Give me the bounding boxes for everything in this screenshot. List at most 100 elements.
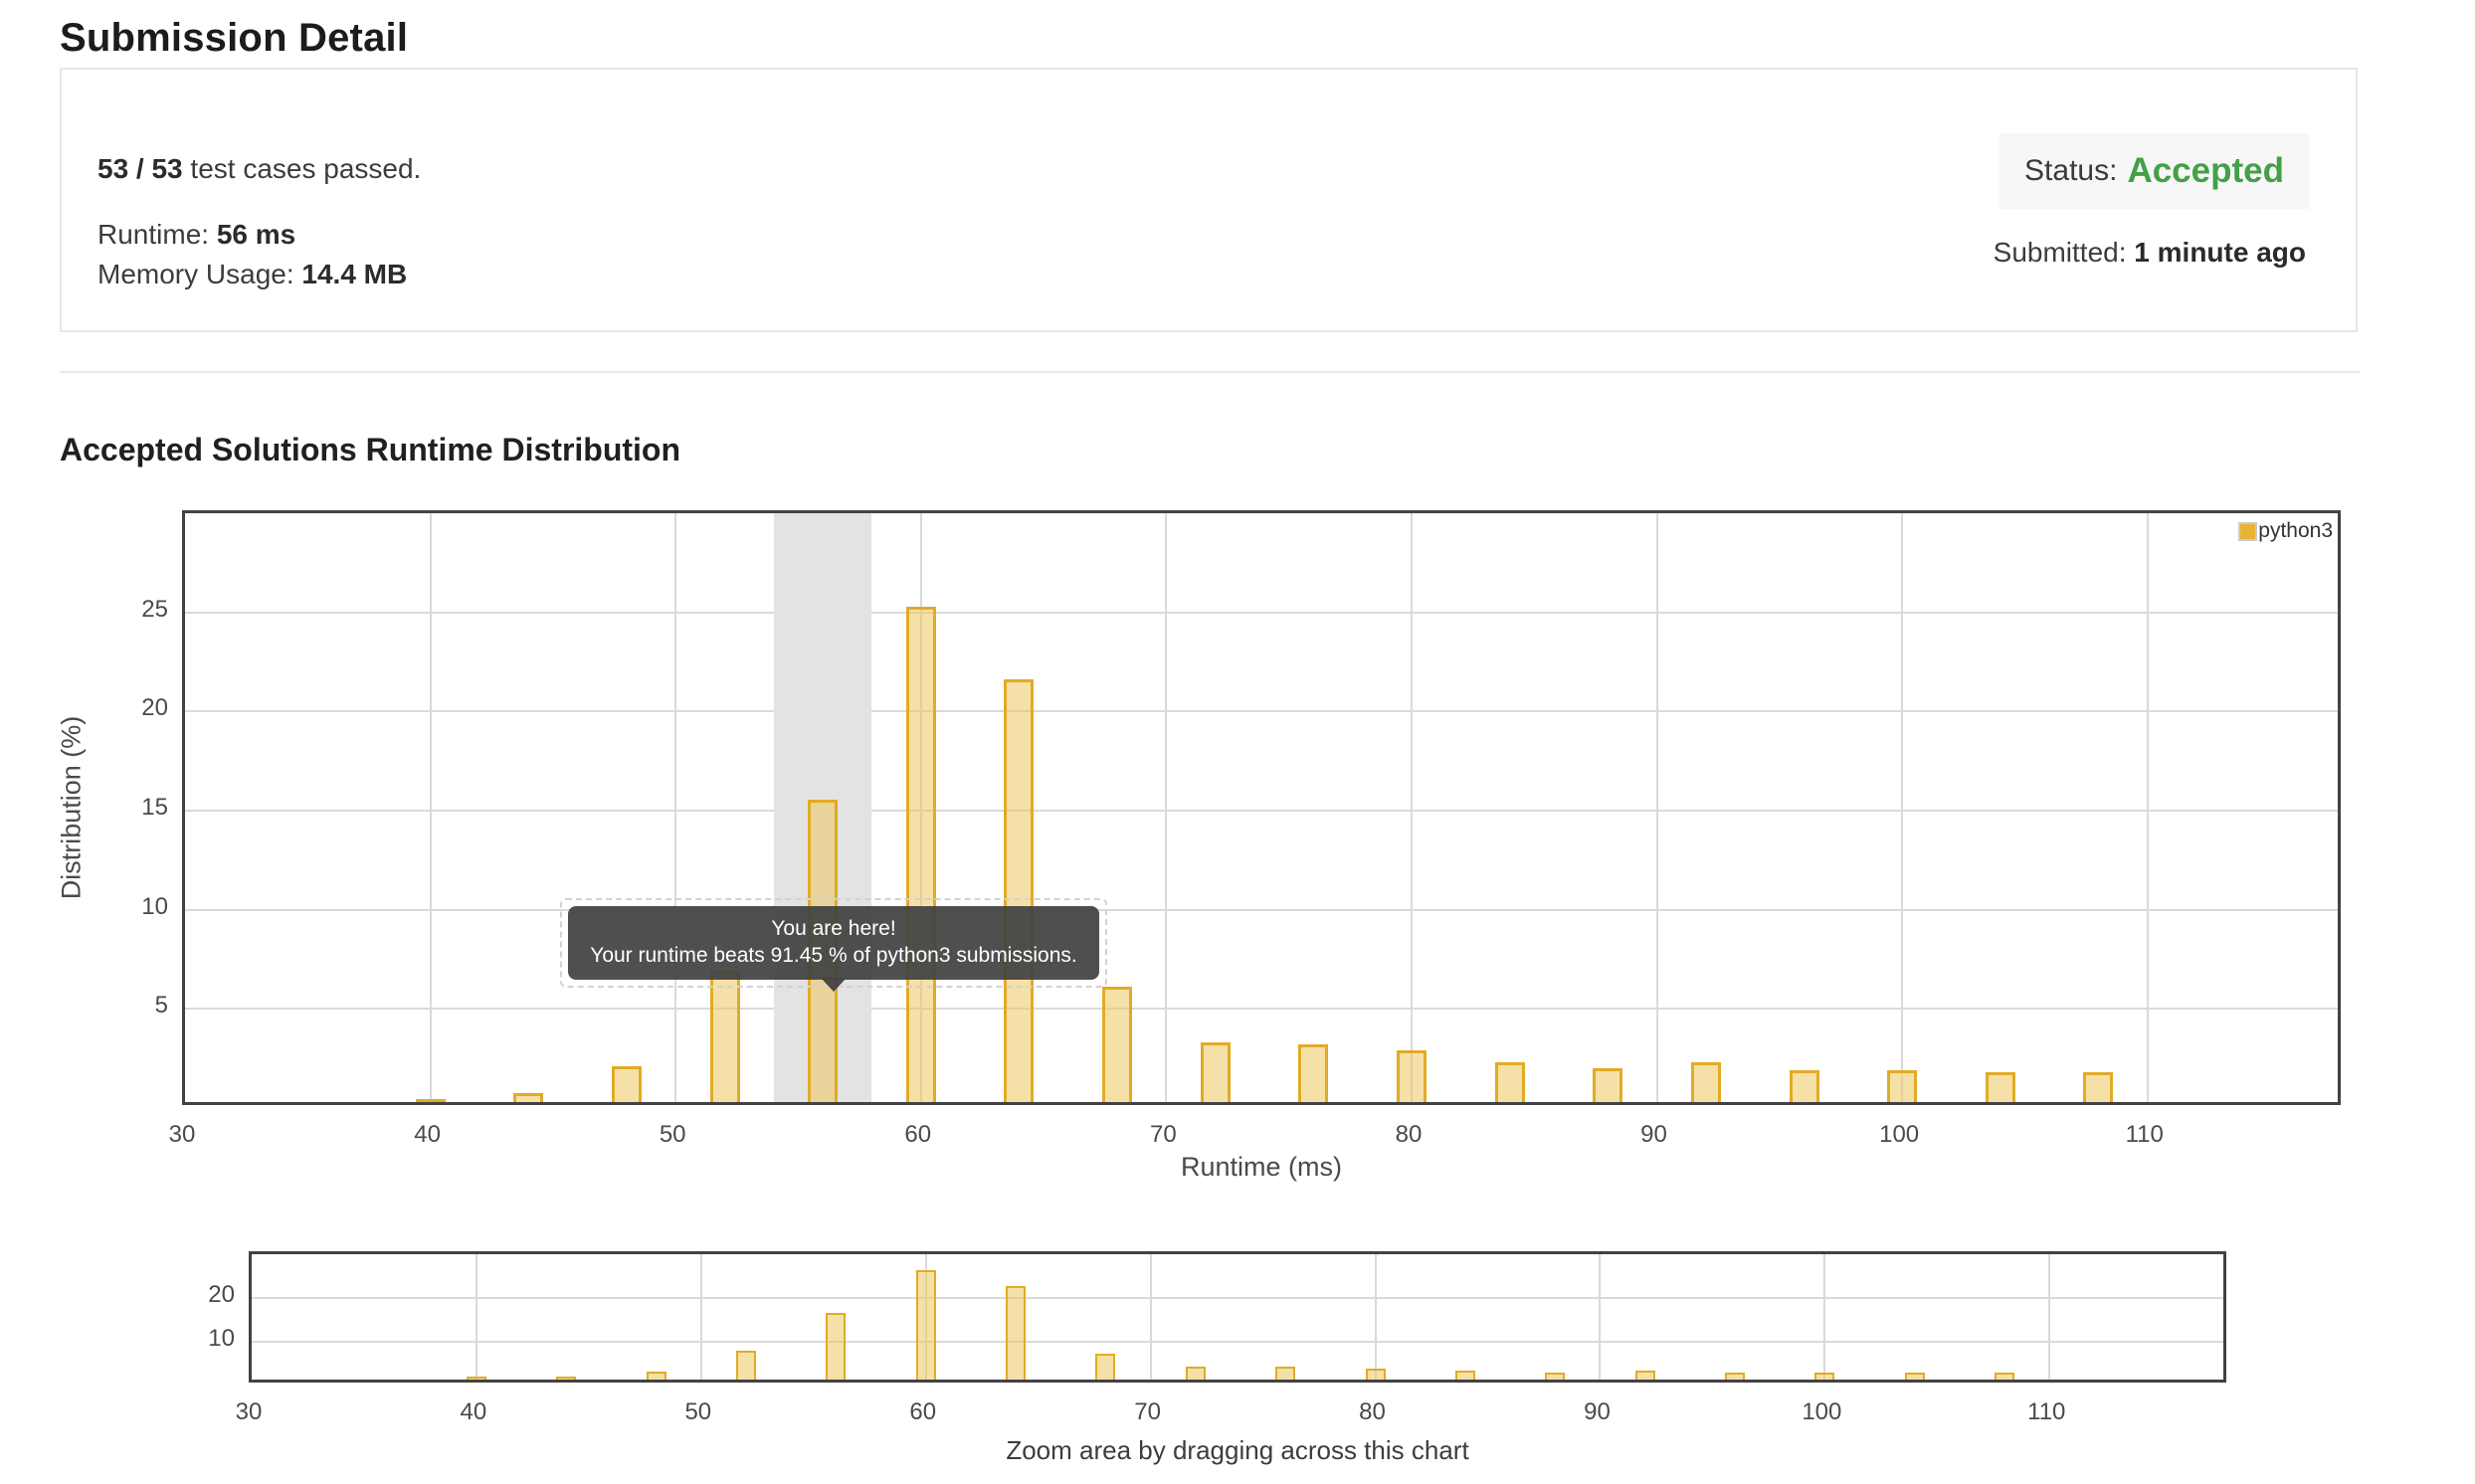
page-title: Submission Detail [60, 16, 409, 60]
zoom-brush-chart[interactable] [249, 1251, 2226, 1383]
bar-runtime-80ms[interactable] [1396, 1050, 1427, 1102]
runtime-label: Runtime: [97, 219, 217, 250]
memory-value: 14.4 MB [301, 259, 408, 289]
v-gridline [1655, 513, 1658, 1102]
bar-runtime-92ms[interactable] [1690, 1062, 1721, 1102]
status-badge: Status: Accepted [1999, 133, 2310, 209]
x-tick-label: 110 [2027, 1398, 2066, 1425]
status-value[interactable]: Accepted [2127, 151, 2284, 190]
x-tick-label: 40 [460, 1398, 487, 1425]
x-tick-label: 50 [659, 1121, 686, 1148]
x-tick-label: 90 [1640, 1121, 1667, 1148]
h-gridline [185, 710, 2338, 713]
submitted-line: Submitted: 1 minute ago [1994, 237, 2306, 269]
bar-runtime-60ms[interactable] [905, 606, 936, 1102]
bar-runtime-60ms [915, 1270, 936, 1380]
status-label: Status: [2024, 154, 2118, 187]
h-gridline [252, 1297, 2223, 1299]
v-gridline [2146, 513, 2149, 1102]
tooltip-line1: You are here! [771, 917, 896, 940]
x-tick-label: 40 [414, 1121, 441, 1148]
legend-label: python3 [2258, 519, 2333, 542]
bar-runtime-44ms[interactable] [513, 1093, 544, 1102]
v-gridline [1901, 513, 1904, 1102]
x-tick-label: 100 [1879, 1121, 1920, 1148]
v-gridline [1599, 1254, 1602, 1380]
submission-summary-card: 53 / 53 test cases passed. Runtime: 56 m… [60, 68, 2358, 332]
x-tick-label: 70 [1134, 1398, 1161, 1425]
bar-runtime-104ms[interactable] [1985, 1072, 2015, 1102]
y-tick-label: 20 [141, 694, 168, 722]
runtime-value: 56 ms [216, 219, 296, 250]
bar-runtime-108ms[interactable] [2083, 1072, 2114, 1102]
bar-runtime-96ms [1725, 1372, 1745, 1380]
memory-line: Memory Usage: 14.4 MB [97, 259, 407, 290]
bar-runtime-88ms[interactable] [1593, 1068, 1623, 1102]
bar-runtime-76ms[interactable] [1298, 1044, 1329, 1102]
bar-runtime-72ms[interactable] [1200, 1042, 1231, 1102]
v-gridline [1823, 1254, 1826, 1380]
bar-runtime-76ms [1275, 1367, 1296, 1380]
x-tick-label: 50 [684, 1398, 712, 1425]
test-cases-passed: 53 / 53 test cases passed. [97, 153, 421, 185]
v-gridline [1165, 513, 1168, 1102]
bar-runtime-96ms[interactable] [1789, 1070, 1819, 1102]
bar-runtime-84ms[interactable] [1494, 1062, 1525, 1102]
bar-runtime-80ms [1365, 1368, 1386, 1380]
bar-runtime-84ms [1454, 1371, 1475, 1380]
y-tick-label: 20 [208, 1281, 235, 1308]
x-tick-label: 80 [1395, 1121, 1423, 1148]
h-gridline [185, 908, 2338, 911]
bar-runtime-68ms[interactable] [1102, 987, 1133, 1102]
bar-runtime-40ms [466, 1377, 486, 1380]
h-gridline [185, 1008, 2338, 1011]
v-gridline [1374, 1254, 1377, 1380]
bar-runtime-40ms[interactable] [415, 1099, 446, 1102]
x-tick-label: 60 [909, 1398, 937, 1425]
runtime-distribution-title: Accepted Solutions Runtime Distribution [60, 432, 681, 467]
h-gridline [185, 810, 2338, 812]
test-cases-count: 53 / 53 [97, 153, 183, 184]
bar-runtime-68ms [1095, 1354, 1116, 1380]
zoom-hint-caption: Zoom area by dragging across this chart [1006, 1435, 1469, 1465]
bar-runtime-88ms [1545, 1372, 1566, 1380]
v-gridline [475, 1254, 477, 1380]
v-gridline [1410, 513, 1413, 1102]
y-tick-label: 15 [141, 794, 168, 821]
tooltip-arrow-icon [821, 978, 847, 992]
tooltip-line2: Your runtime beats 91.45 % of python3 su… [590, 944, 1077, 967]
bar-runtime-64ms [1006, 1286, 1027, 1380]
tooltip-body: You are here! Your runtime beats 91.45 %… [568, 906, 1099, 992]
y-tick-label: 10 [208, 1325, 235, 1352]
x-tick-label: 100 [1802, 1398, 1842, 1425]
runtime-line: Runtime: 56 ms [97, 219, 295, 251]
submitted-label: Submitted: [1993, 237, 2135, 268]
bar-runtime-72ms [1185, 1366, 1206, 1380]
bar-runtime-100ms[interactable] [1887, 1070, 1918, 1102]
bar-runtime-48ms[interactable] [611, 1066, 642, 1102]
memory-label: Memory Usage: [97, 259, 302, 289]
test-cases-text: test cases passed. [182, 153, 422, 184]
section-divider [60, 371, 2360, 373]
bar-runtime-56ms [826, 1312, 847, 1380]
v-gridline [2048, 1254, 2051, 1380]
submitted-value: 1 minute ago [2134, 237, 2306, 268]
bar-runtime-44ms [556, 1377, 577, 1380]
bar-runtime-108ms [1995, 1373, 2015, 1380]
y-tick-label: 25 [141, 595, 168, 623]
y-tick-label: 10 [141, 892, 168, 920]
bar-runtime-52ms [736, 1350, 756, 1380]
bar-runtime-48ms [646, 1372, 666, 1380]
x-tick-label: 110 [2125, 1121, 2164, 1148]
legend-swatch-icon [2238, 521, 2258, 541]
v-gridline [674, 513, 677, 1102]
legend[interactable]: python3 [2238, 519, 2333, 543]
v-gridline [699, 1254, 702, 1380]
bar-runtime-52ms[interactable] [709, 971, 740, 1102]
y-tick-label: 5 [154, 992, 168, 1020]
h-gridline [252, 1341, 2223, 1343]
runtime-distribution-chart[interactable]: python3 [182, 510, 2341, 1105]
v-gridline [429, 513, 432, 1102]
x-tick-label: 80 [1359, 1398, 1386, 1425]
bar-runtime-64ms[interactable] [1004, 679, 1035, 1102]
